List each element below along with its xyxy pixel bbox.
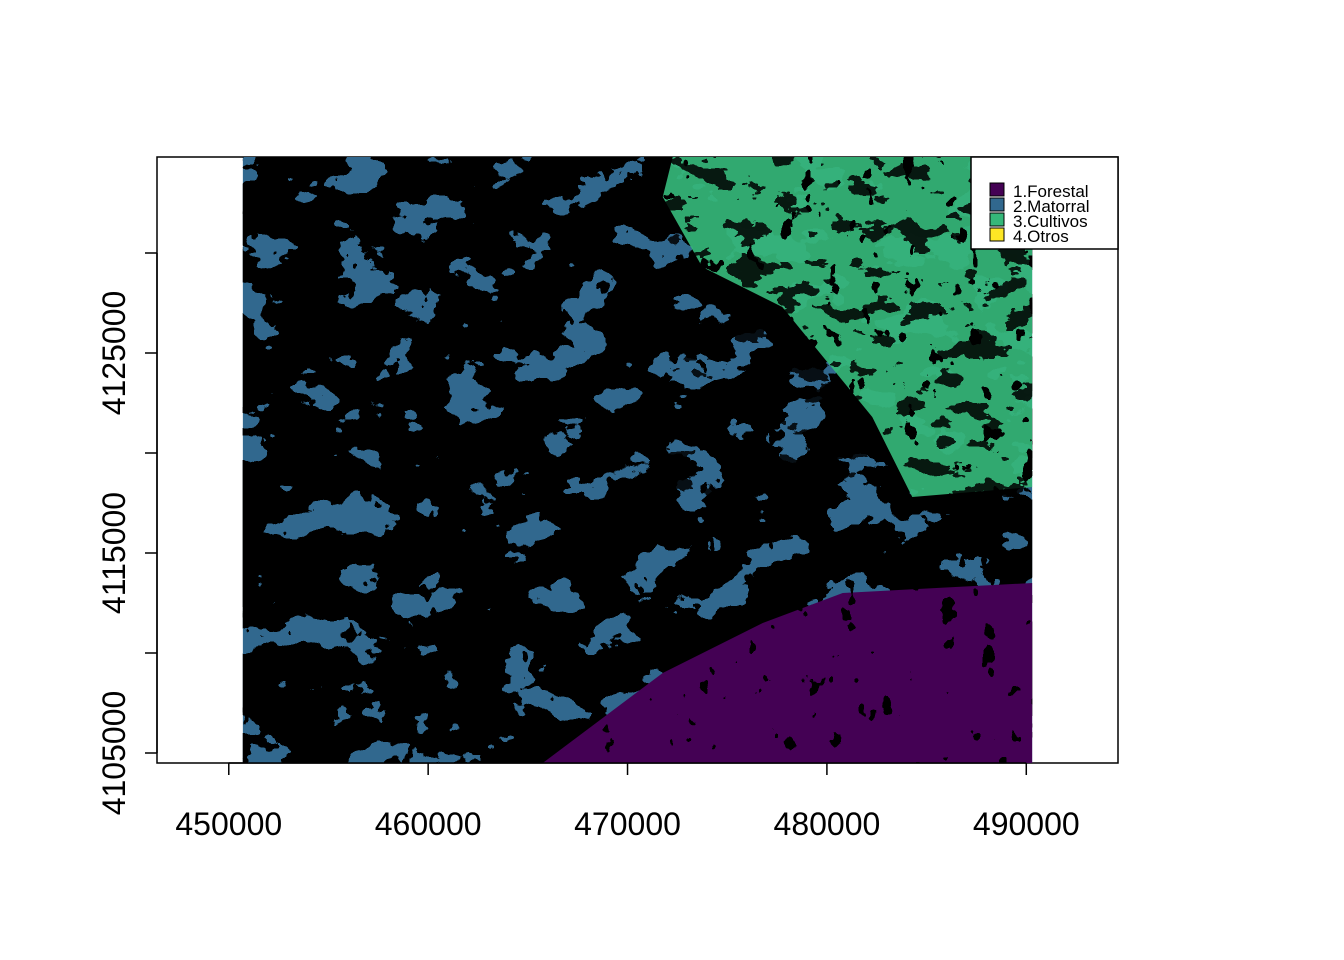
legend-swatch — [990, 198, 1004, 211]
x-axis: 450000 460000 470000 480000 490000 — [175, 763, 1079, 842]
x-tick-label: 480000 — [774, 806, 881, 842]
classification-raster — [243, 157, 1033, 763]
y-tick-label: 4125000 — [96, 291, 132, 416]
x-tick-label: 490000 — [973, 806, 1080, 842]
y-tick-label: 4105000 — [96, 691, 132, 816]
legend-swatch — [990, 213, 1004, 226]
legend-swatch — [990, 228, 1004, 241]
legend-label: 4.Otros — [1013, 227, 1069, 246]
x-tick-label: 470000 — [574, 806, 681, 842]
y-tick-label: 4115000 — [96, 492, 132, 614]
y-axis: 4105000 4115000 4125000 — [96, 253, 157, 815]
x-tick-label: 450000 — [175, 806, 282, 842]
x-tick-label: 460000 — [375, 806, 482, 842]
legend-swatch — [990, 183, 1004, 196]
